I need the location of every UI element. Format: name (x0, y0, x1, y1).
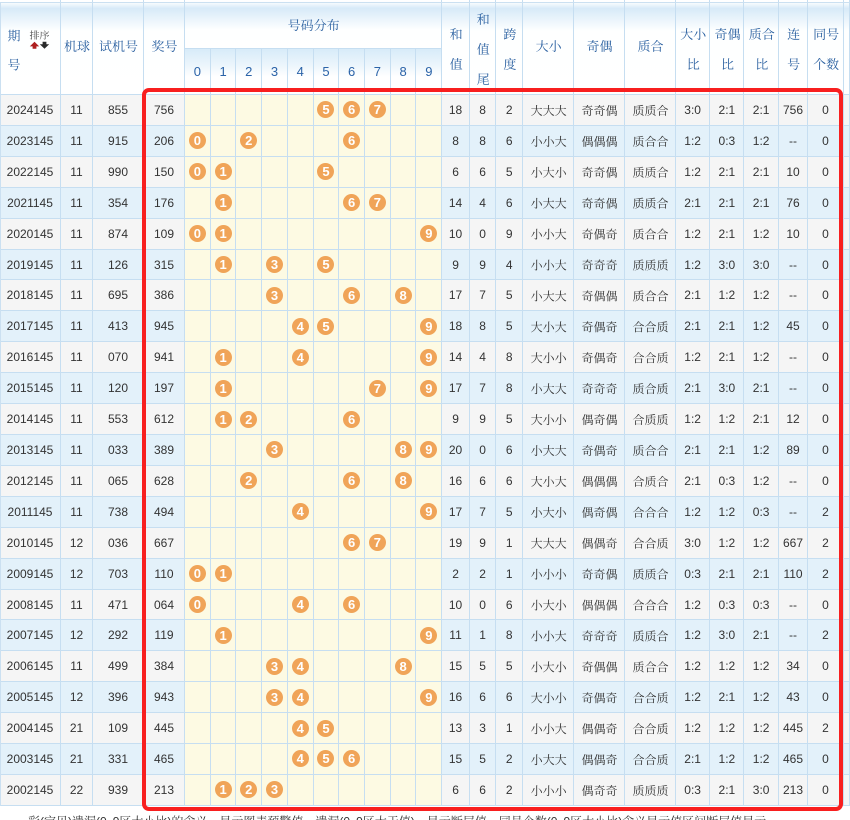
svg-text:): ) (411, 815, 415, 820)
svg-text:0: 0 (551, 815, 558, 820)
svg-text:9: 9 (356, 815, 363, 820)
svg-text:): ) (167, 815, 171, 820)
svg-text:(: ( (40, 815, 44, 820)
svg-text:-: - (558, 815, 562, 820)
svg-text:): ) (68, 815, 72, 820)
svg-text:): ) (618, 815, 622, 820)
svg-text:(: ( (547, 815, 551, 820)
svg-text:-: - (107, 815, 111, 820)
svg-text:0: 0 (100, 815, 107, 820)
svg-text:9: 9 (113, 815, 120, 820)
svg-text:(: ( (339, 815, 343, 820)
svg-text:0: 0 (343, 815, 350, 820)
svg-text:9: 9 (564, 815, 571, 820)
svg-text:-: - (350, 815, 354, 820)
svg-text:(: ( (96, 815, 100, 820)
